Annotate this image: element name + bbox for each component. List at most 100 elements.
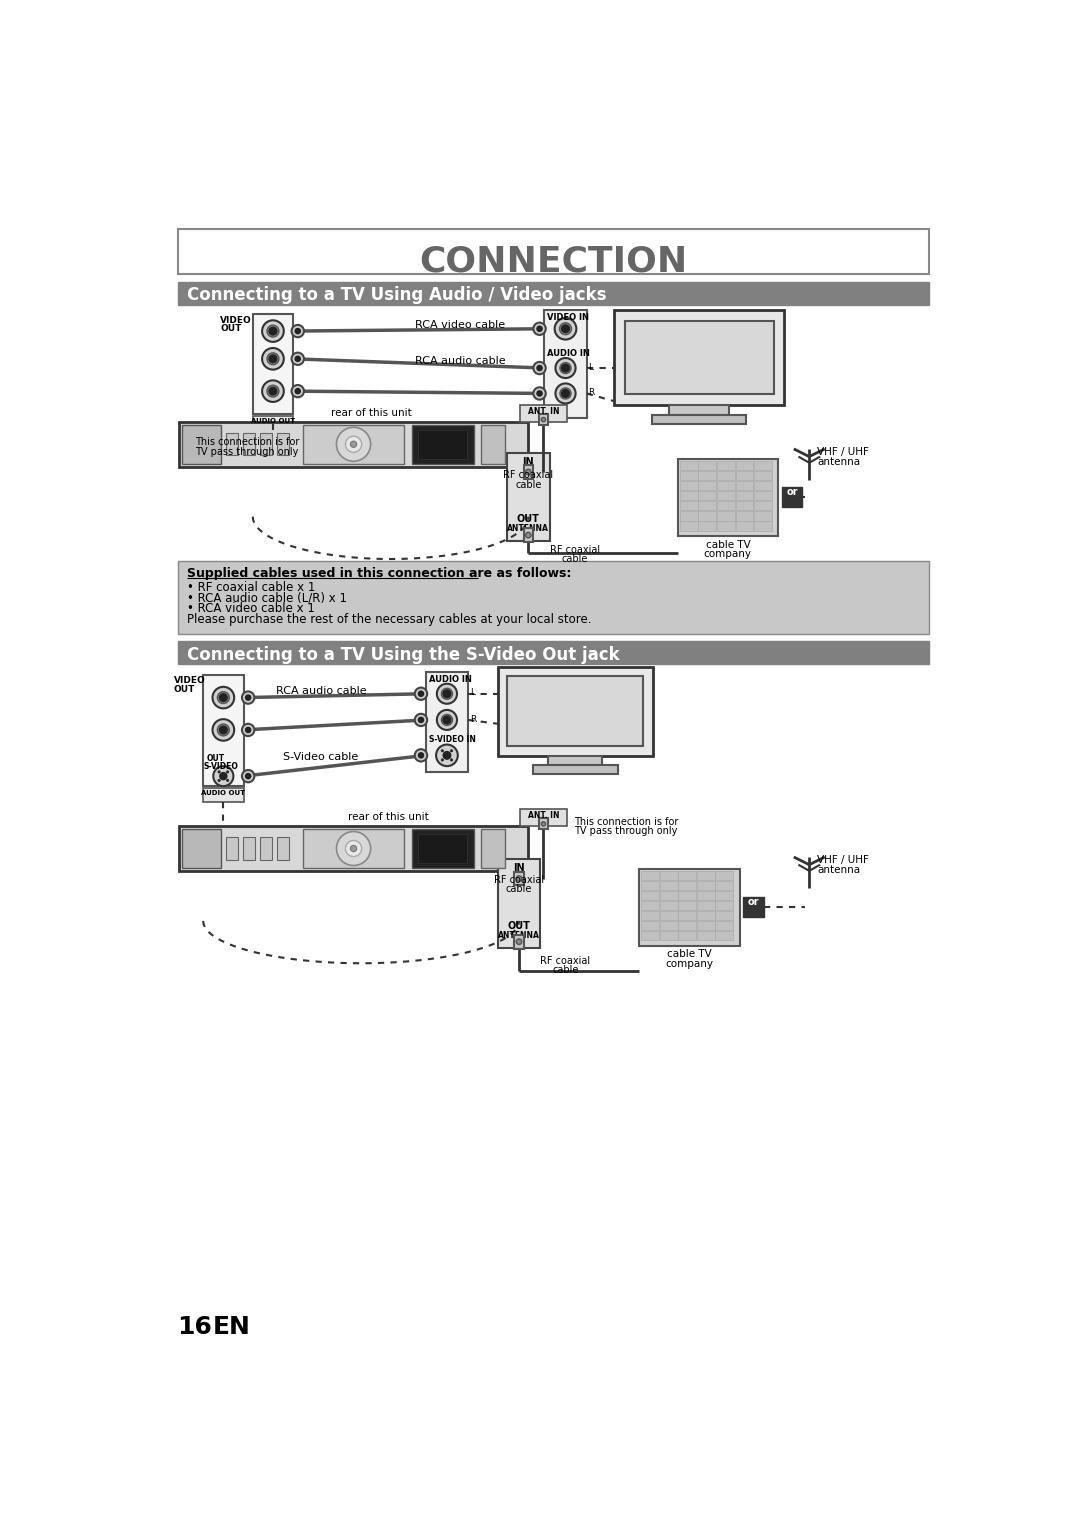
Circle shape: [267, 325, 279, 337]
Bar: [735, 461, 754, 470]
Bar: [735, 512, 754, 521]
Bar: [524, 528, 532, 542]
Text: S-VIDEO: S-VIDEO: [204, 762, 239, 771]
Circle shape: [292, 325, 303, 337]
Text: cable: cable: [515, 479, 541, 490]
Text: RCA audio cable: RCA audio cable: [275, 686, 366, 696]
Bar: [697, 931, 715, 941]
Circle shape: [516, 939, 522, 945]
Circle shape: [450, 750, 453, 751]
Circle shape: [415, 750, 428, 762]
Circle shape: [442, 689, 453, 699]
Bar: [625, 321, 773, 394]
Bar: [735, 472, 754, 481]
Circle shape: [555, 383, 576, 403]
Text: VIDEO: VIDEO: [220, 316, 252, 325]
Bar: [179, 421, 528, 467]
Circle shape: [562, 365, 569, 373]
Bar: [715, 931, 733, 941]
Text: TV pass through only: TV pass through only: [194, 446, 298, 457]
Circle shape: [292, 385, 303, 397]
Text: antenna: antenna: [816, 864, 860, 875]
Circle shape: [350, 846, 356, 852]
Circle shape: [337, 428, 370, 461]
Bar: [754, 521, 772, 530]
Circle shape: [415, 687, 428, 699]
Circle shape: [227, 779, 229, 782]
Circle shape: [534, 322, 545, 334]
Bar: [177, 641, 930, 664]
Bar: [243, 837, 255, 860]
Text: cable: cable: [505, 884, 532, 893]
Text: RF coaxial: RF coaxial: [494, 875, 544, 884]
Text: RCA video cable: RCA video cable: [416, 321, 505, 330]
Bar: [642, 921, 659, 930]
Bar: [642, 870, 659, 880]
Text: Connecting to a TV Using the S-Video Out jack: Connecting to a TV Using the S-Video Out…: [187, 646, 620, 664]
Circle shape: [541, 417, 545, 421]
Bar: [203, 675, 243, 786]
Text: company: company: [665, 959, 713, 968]
Circle shape: [443, 690, 450, 698]
Text: or: or: [747, 896, 759, 907]
Bar: [652, 415, 746, 425]
Circle shape: [534, 362, 545, 374]
Bar: [754, 512, 772, 521]
Bar: [735, 521, 754, 530]
Bar: [697, 881, 715, 890]
Bar: [697, 890, 715, 899]
Text: • RCA audio cable (L/R) x 1: • RCA audio cable (L/R) x 1: [187, 591, 347, 605]
Bar: [697, 901, 715, 910]
Text: AUDIO IN: AUDIO IN: [429, 675, 472, 684]
Bar: [679, 481, 698, 490]
Circle shape: [269, 388, 276, 395]
Bar: [660, 881, 677, 890]
Bar: [699, 492, 716, 501]
Text: or: or: [786, 487, 798, 498]
Circle shape: [346, 437, 362, 452]
Bar: [514, 872, 524, 886]
Bar: [544, 310, 586, 418]
Bar: [183, 829, 221, 867]
Bar: [717, 492, 734, 501]
Text: Supplied cables used in this connection are as follows:: Supplied cables used in this connection …: [187, 567, 571, 580]
Circle shape: [526, 469, 531, 475]
Text: cable TV: cable TV: [705, 539, 751, 550]
Bar: [754, 461, 772, 470]
Text: VHF / UHF: VHF / UHF: [816, 447, 869, 458]
Bar: [660, 931, 677, 941]
Text: VHF / UHF: VHF / UHF: [816, 855, 869, 866]
Bar: [782, 487, 802, 507]
Bar: [754, 492, 772, 501]
Circle shape: [443, 751, 450, 759]
Circle shape: [220, 773, 227, 780]
Bar: [642, 901, 659, 910]
Text: L: L: [293, 353, 298, 363]
Bar: [717, 521, 734, 530]
Text: cable TV: cable TV: [666, 950, 712, 959]
Circle shape: [269, 354, 276, 362]
Bar: [482, 829, 504, 867]
Circle shape: [418, 718, 423, 722]
Text: ANT. IN: ANT. IN: [528, 811, 559, 820]
Circle shape: [559, 362, 571, 374]
Bar: [260, 434, 272, 455]
Text: TV pass through only: TV pass through only: [575, 826, 678, 837]
Bar: [735, 481, 754, 490]
Text: RF coaxial: RF coaxial: [550, 545, 599, 556]
Bar: [679, 472, 698, 481]
Circle shape: [346, 840, 362, 857]
Bar: [482, 425, 504, 464]
Bar: [426, 672, 469, 773]
Circle shape: [441, 759, 444, 760]
Circle shape: [295, 328, 300, 334]
Bar: [679, 492, 698, 501]
Bar: [411, 425, 474, 464]
Bar: [660, 890, 677, 899]
Circle shape: [245, 774, 251, 779]
Bar: [642, 881, 659, 890]
Bar: [679, 521, 698, 530]
Bar: [524, 466, 532, 479]
Text: ANT. IN: ANT. IN: [528, 406, 559, 415]
Bar: [253, 415, 293, 429]
